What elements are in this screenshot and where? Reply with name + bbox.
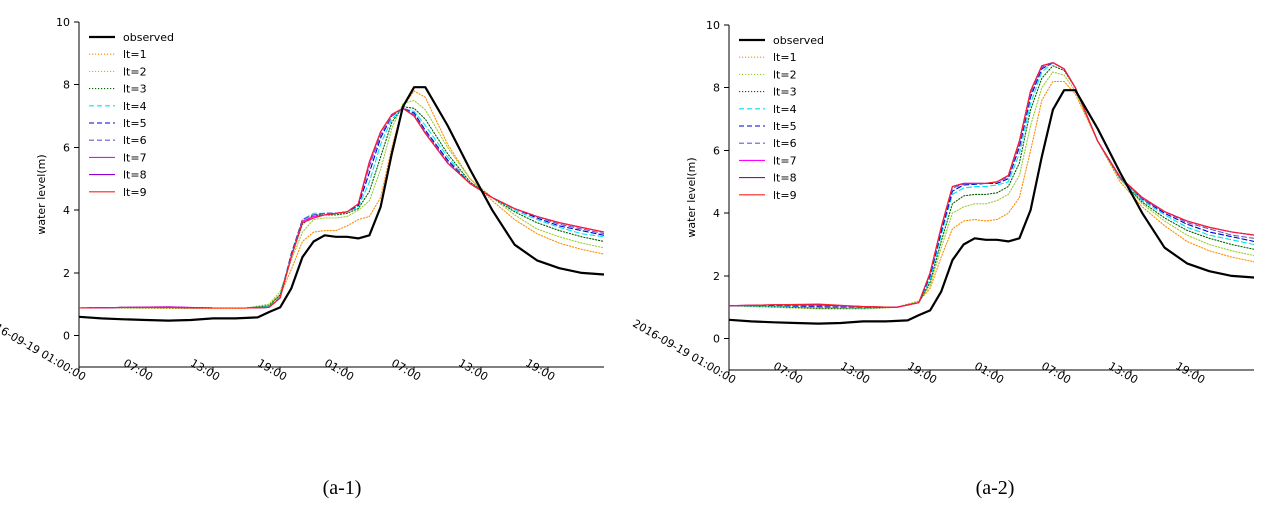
series-line-lt-8 [729,62,1254,308]
y-axis-title: water level(m) [685,157,698,237]
legend-label: lt=2 [123,65,147,78]
y-tick-label: 8 [713,82,720,95]
series-line-lt-4 [729,62,1254,309]
y-tick-label: 2 [63,267,70,280]
series-line-lt-7 [729,62,1254,308]
legend-label: lt=8 [123,169,147,182]
x-tick-label: 01:00 [972,359,1006,386]
legend-label: lt=9 [773,189,797,202]
legend-label: lt=7 [773,154,797,167]
legend-label: lt=6 [773,137,797,150]
legend-label: lt=6 [123,134,147,147]
legend-label: lt=1 [123,48,147,61]
legend-label: lt=3 [123,83,147,96]
series-line-lt-7 [79,107,604,309]
x-tick-label: 19:00 [905,359,939,386]
chart-panel-2: 0 2 4 6 8 10 water level(m) 2016-09-19 01:00:00… [630,19,1254,499]
y-tick-label: 0 [713,333,720,346]
series-line-lt-5 [729,62,1254,308]
legend-label: observed [123,31,174,44]
x-tick-label: 07:00 [121,356,155,383]
series-line-lt-3 [729,65,1254,309]
x-tick-label: 19:00 [523,356,557,383]
legend-label: lt=4 [773,103,797,116]
x-tick-label: 13:00 [188,356,222,383]
y-axis-title: water level(m) [35,154,48,234]
series-line-lt-8 [79,107,604,309]
x-tick-label: 19:00 [1173,359,1207,386]
series-line-observed [729,89,1254,325]
y-tick-label: 10 [706,19,720,32]
x-tick-label: 2016-09-19 01:00:00 [630,317,738,387]
legend-label: lt=8 [773,172,797,185]
legend-label: lt=3 [773,86,797,99]
series-line-lt-9 [729,62,1254,308]
y-tick-label: 4 [713,207,720,220]
x-tick-label: 07:00 [389,356,423,383]
x-tick-label: 07:00 [771,359,805,386]
y-tick-label: 10 [56,16,70,29]
x-tick-label: 07:00 [1039,359,1073,386]
series-line-lt-9 [79,107,604,309]
legend-label: lt=7 [123,151,147,164]
series-line-lt-1 [729,80,1254,310]
panel-caption: (a-1) [323,477,362,499]
y-tick-label: 6 [713,144,720,157]
plot-area [729,62,1254,325]
x-tick-label: 13:00 [838,359,872,386]
chart-panel-1: 0 2 4 6 8 10 water level(m) 2016-09-19 01:00:00… [0,16,604,499]
series-line-observed [79,86,604,322]
y-tick-label: 0 [63,330,70,343]
panel-caption: (a-2) [976,477,1015,499]
series-line-lt-2 [729,71,1254,310]
series-line-lt-6 [79,107,604,309]
legend-label: lt=4 [123,100,147,113]
series-line-lt-2 [79,99,604,309]
series-line-lt-5 [79,107,604,309]
legend: observed lt=1 lt=2 lt=3 lt=4 lt=5 lt=6 lt=7 lt=8… [89,31,174,199]
x-tick-label: 13:00 [1106,359,1140,386]
x-tick-label: 01:00 [322,356,356,383]
legend-label: lt=1 [773,51,797,64]
y-tick-label: 6 [63,141,70,154]
series-line-lt-3 [79,106,604,309]
series-line-lt-1 [79,90,604,309]
plot-area [79,86,604,322]
legend-label: lt=5 [773,120,797,133]
y-tick-label: 2 [713,270,720,283]
legend: observed lt=1 lt=2 lt=3 lt=4 lt=5 lt=6 lt=7 lt=8… [739,34,824,202]
y-tick-label: 8 [63,79,70,92]
series-line-lt-6 [729,62,1254,308]
legend-label: lt=9 [123,186,147,199]
legend-label: observed [773,34,824,47]
x-tick-label: 13:00 [456,356,490,383]
legend-label: lt=5 [123,117,147,130]
x-tick-label: 19:00 [255,356,289,383]
series-line-lt-4 [79,107,604,309]
y-tick-label: 4 [63,204,70,217]
legend-label: lt=2 [773,68,797,81]
x-tick-label: 2016-09-19 01:00:00 [0,314,88,384]
